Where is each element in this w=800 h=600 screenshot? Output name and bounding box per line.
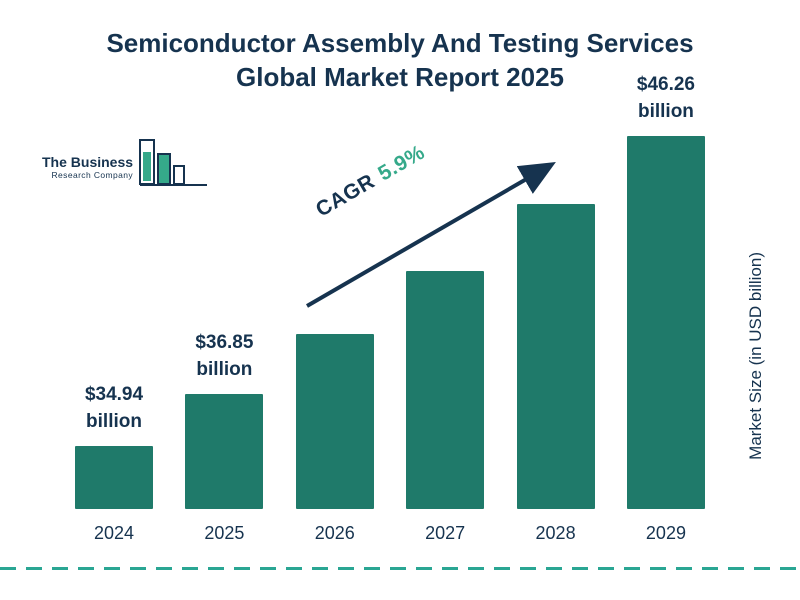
cagr-arrow [305, 161, 556, 308]
x-axis-label-2027: 2027 [425, 523, 466, 543]
bar-2024 [75, 446, 153, 509]
company-logo: The Business Research Company [42, 138, 211, 194]
logo-bars-icon [139, 139, 208, 186]
bar-value-label-2029: $46.26 billion [636, 73, 696, 123]
x-axis-label-2028: 2028 [535, 523, 576, 543]
bar-column-2026: 2026 [295, 334, 374, 545]
page-title-line1: Semiconductor Assembly And Testing Servi… [106, 28, 694, 58]
bar-column-2024: $34.94 billion 2024 [75, 384, 153, 545]
x-axis-label-2024: 2024 [93, 523, 135, 543]
bar-2027 [406, 271, 485, 509]
y-axis-label: Market Size (in USD billion) [746, 252, 765, 460]
bar-2028 [516, 204, 595, 509]
x-axis-label-2025: 2025 [204, 523, 245, 543]
page-title-line2: Global Market Report 2025 [236, 62, 564, 93]
x-axis-label-2026: 2026 [314, 523, 355, 543]
bar-2029 [626, 136, 705, 509]
page-title: Semiconductor Assembly And Testing Servi… [0, 26, 800, 95]
bar-chart: $34.94 billion 2024 $36.85 billion 2025 2026 20… [75, 74, 705, 545]
bar-value-label-2024: $34.94 billion [84, 383, 144, 433]
bar-value-label-2025: $36.85 billion [195, 331, 254, 381]
bar-column-2027: 2027 [406, 271, 485, 545]
bar-2026 [295, 334, 374, 509]
logo-name-line1: The Business [42, 154, 134, 171]
company-logo-text: The Business Research Company [42, 154, 134, 194]
bar-column-2025: $36.85 billion 2025 [185, 332, 264, 545]
x-axis-label-2029: 2029 [645, 523, 686, 543]
bar-column-2029: $46.26 billion 2029 [626, 74, 705, 545]
bar-2025 [185, 394, 264, 509]
bottom-dashed-divider [0, 567, 800, 570]
logo-name-line2: Research Company [51, 169, 134, 180]
bar-column-2028: 2028 [516, 204, 595, 545]
